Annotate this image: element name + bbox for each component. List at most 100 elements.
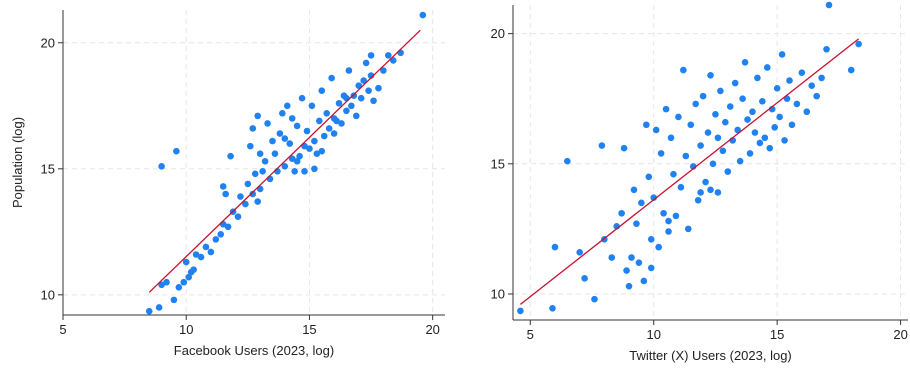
- scatter-point: [293, 157, 301, 165]
- scatter-point: [318, 87, 326, 94]
- scatter-point: [847, 66, 855, 74]
- scatter-point: [778, 51, 786, 58]
- scatter-point: [362, 59, 370, 67]
- scatter-point: [699, 92, 707, 100]
- scatter-point: [419, 11, 427, 19]
- scatter-point: [692, 100, 699, 108]
- scatter-point: [665, 217, 672, 225]
- scatter-point: [247, 142, 254, 150]
- scatter-point: [517, 307, 524, 315]
- scatter-point: [635, 259, 643, 267]
- fit-line: [520, 38, 860, 305]
- scatter-point: [818, 74, 825, 82]
- scatter-point: [640, 277, 648, 285]
- x-tick-label: 20: [893, 327, 907, 342]
- x-tick-label: 5: [527, 327, 534, 342]
- scatter-point: [581, 275, 588, 282]
- scatter-point: [357, 94, 365, 102]
- scatter-point: [707, 71, 714, 79]
- scatter-point: [219, 183, 227, 190]
- twitter-scatter-panel: 5 10 15 20 10 15 20 Twitter (X) Users (2023, lo…: [491, 1, 908, 363]
- scatter-point: [222, 190, 229, 198]
- scatter-point: [301, 168, 308, 175]
- scatter-point: [813, 92, 820, 100]
- scatter-point: [288, 155, 296, 163]
- scatter-point: [224, 223, 232, 231]
- scatter-point: [190, 266, 197, 273]
- scatter-point: [311, 137, 318, 145]
- scatter-point: [360, 77, 367, 84]
- scatter-point: [158, 162, 165, 170]
- scatter-point: [672, 212, 680, 220]
- scatter-point: [333, 117, 340, 125]
- scatter-point: [697, 189, 704, 196]
- scatter-point: [549, 304, 556, 312]
- scatter-point: [180, 278, 188, 286]
- scatter-point: [665, 228, 672, 235]
- scatter-point: [271, 150, 279, 157]
- scatter-point: [330, 130, 338, 137]
- scatter-point: [625, 282, 633, 290]
- scatter-point: [217, 231, 225, 238]
- x-axis-title: Facebook Users (2023, log): [174, 343, 334, 358]
- scatter-point: [786, 77, 793, 84]
- scatter-point: [249, 190, 257, 198]
- scatter-point: [709, 160, 717, 168]
- scatter-point: [707, 186, 714, 194]
- scatter-point: [736, 157, 744, 165]
- y-tick-label: 20: [41, 35, 55, 50]
- facebook-scatter-panel: 5 10 15 20 10 15 20 Facebook Users (2023, log) P…: [10, 10, 445, 358]
- scatter-point: [145, 307, 153, 315]
- scatter-point: [726, 103, 734, 110]
- scatter-point: [741, 58, 749, 66]
- y-tick-label: 15: [491, 156, 505, 171]
- scatter-point: [182, 258, 190, 266]
- scatter-point: [591, 295, 598, 303]
- scatter-point: [249, 125, 257, 132]
- scatter-point: [798, 69, 806, 76]
- scatter-point: [254, 198, 261, 205]
- scatter-point: [662, 105, 670, 113]
- scatter-point: [647, 235, 655, 243]
- scatter-point: [773, 85, 781, 92]
- scatter-point: [677, 183, 685, 191]
- scatter-point: [722, 118, 729, 126]
- scatter-point: [680, 66, 687, 74]
- scatter-point: [714, 134, 722, 142]
- x-tick-label: 10: [179, 322, 193, 337]
- scatter-point: [652, 126, 660, 134]
- scatter-point: [756, 139, 764, 147]
- scatter-point: [303, 127, 311, 135]
- scatter-point: [380, 67, 387, 74]
- x-axis-title: Twitter (X) Users (2023, log): [629, 348, 792, 363]
- scatter-point: [293, 122, 301, 130]
- scatter-point: [657, 150, 665, 157]
- scatter-point: [776, 113, 783, 121]
- scatter-point: [281, 162, 289, 170]
- scatter-point: [564, 157, 571, 165]
- scatter-point: [724, 168, 732, 175]
- scatter-point: [343, 94, 350, 102]
- scatter-point: [266, 175, 274, 183]
- scatter-point: [298, 94, 306, 102]
- scatter-point: [746, 150, 754, 157]
- scatter-point: [283, 102, 291, 110]
- scatter-point: [608, 254, 616, 261]
- scatter-point: [308, 102, 316, 110]
- scatter-point: [306, 145, 313, 152]
- scatter-point: [385, 52, 392, 59]
- scatter-point: [175, 283, 183, 291]
- scatter-point: [269, 137, 276, 145]
- scatter-point: [173, 147, 180, 155]
- scatter-point: [734, 126, 741, 134]
- scatter-point: [397, 49, 404, 57]
- scatter-point: [158, 281, 165, 289]
- scatter-point: [202, 243, 210, 251]
- x-tick-label: 20: [425, 322, 439, 337]
- x-tick-label: 15: [770, 327, 784, 342]
- scatter-point: [667, 134, 675, 142]
- scatter-point: [682, 152, 690, 160]
- scatter-point: [638, 199, 645, 207]
- scatter-point: [259, 168, 266, 175]
